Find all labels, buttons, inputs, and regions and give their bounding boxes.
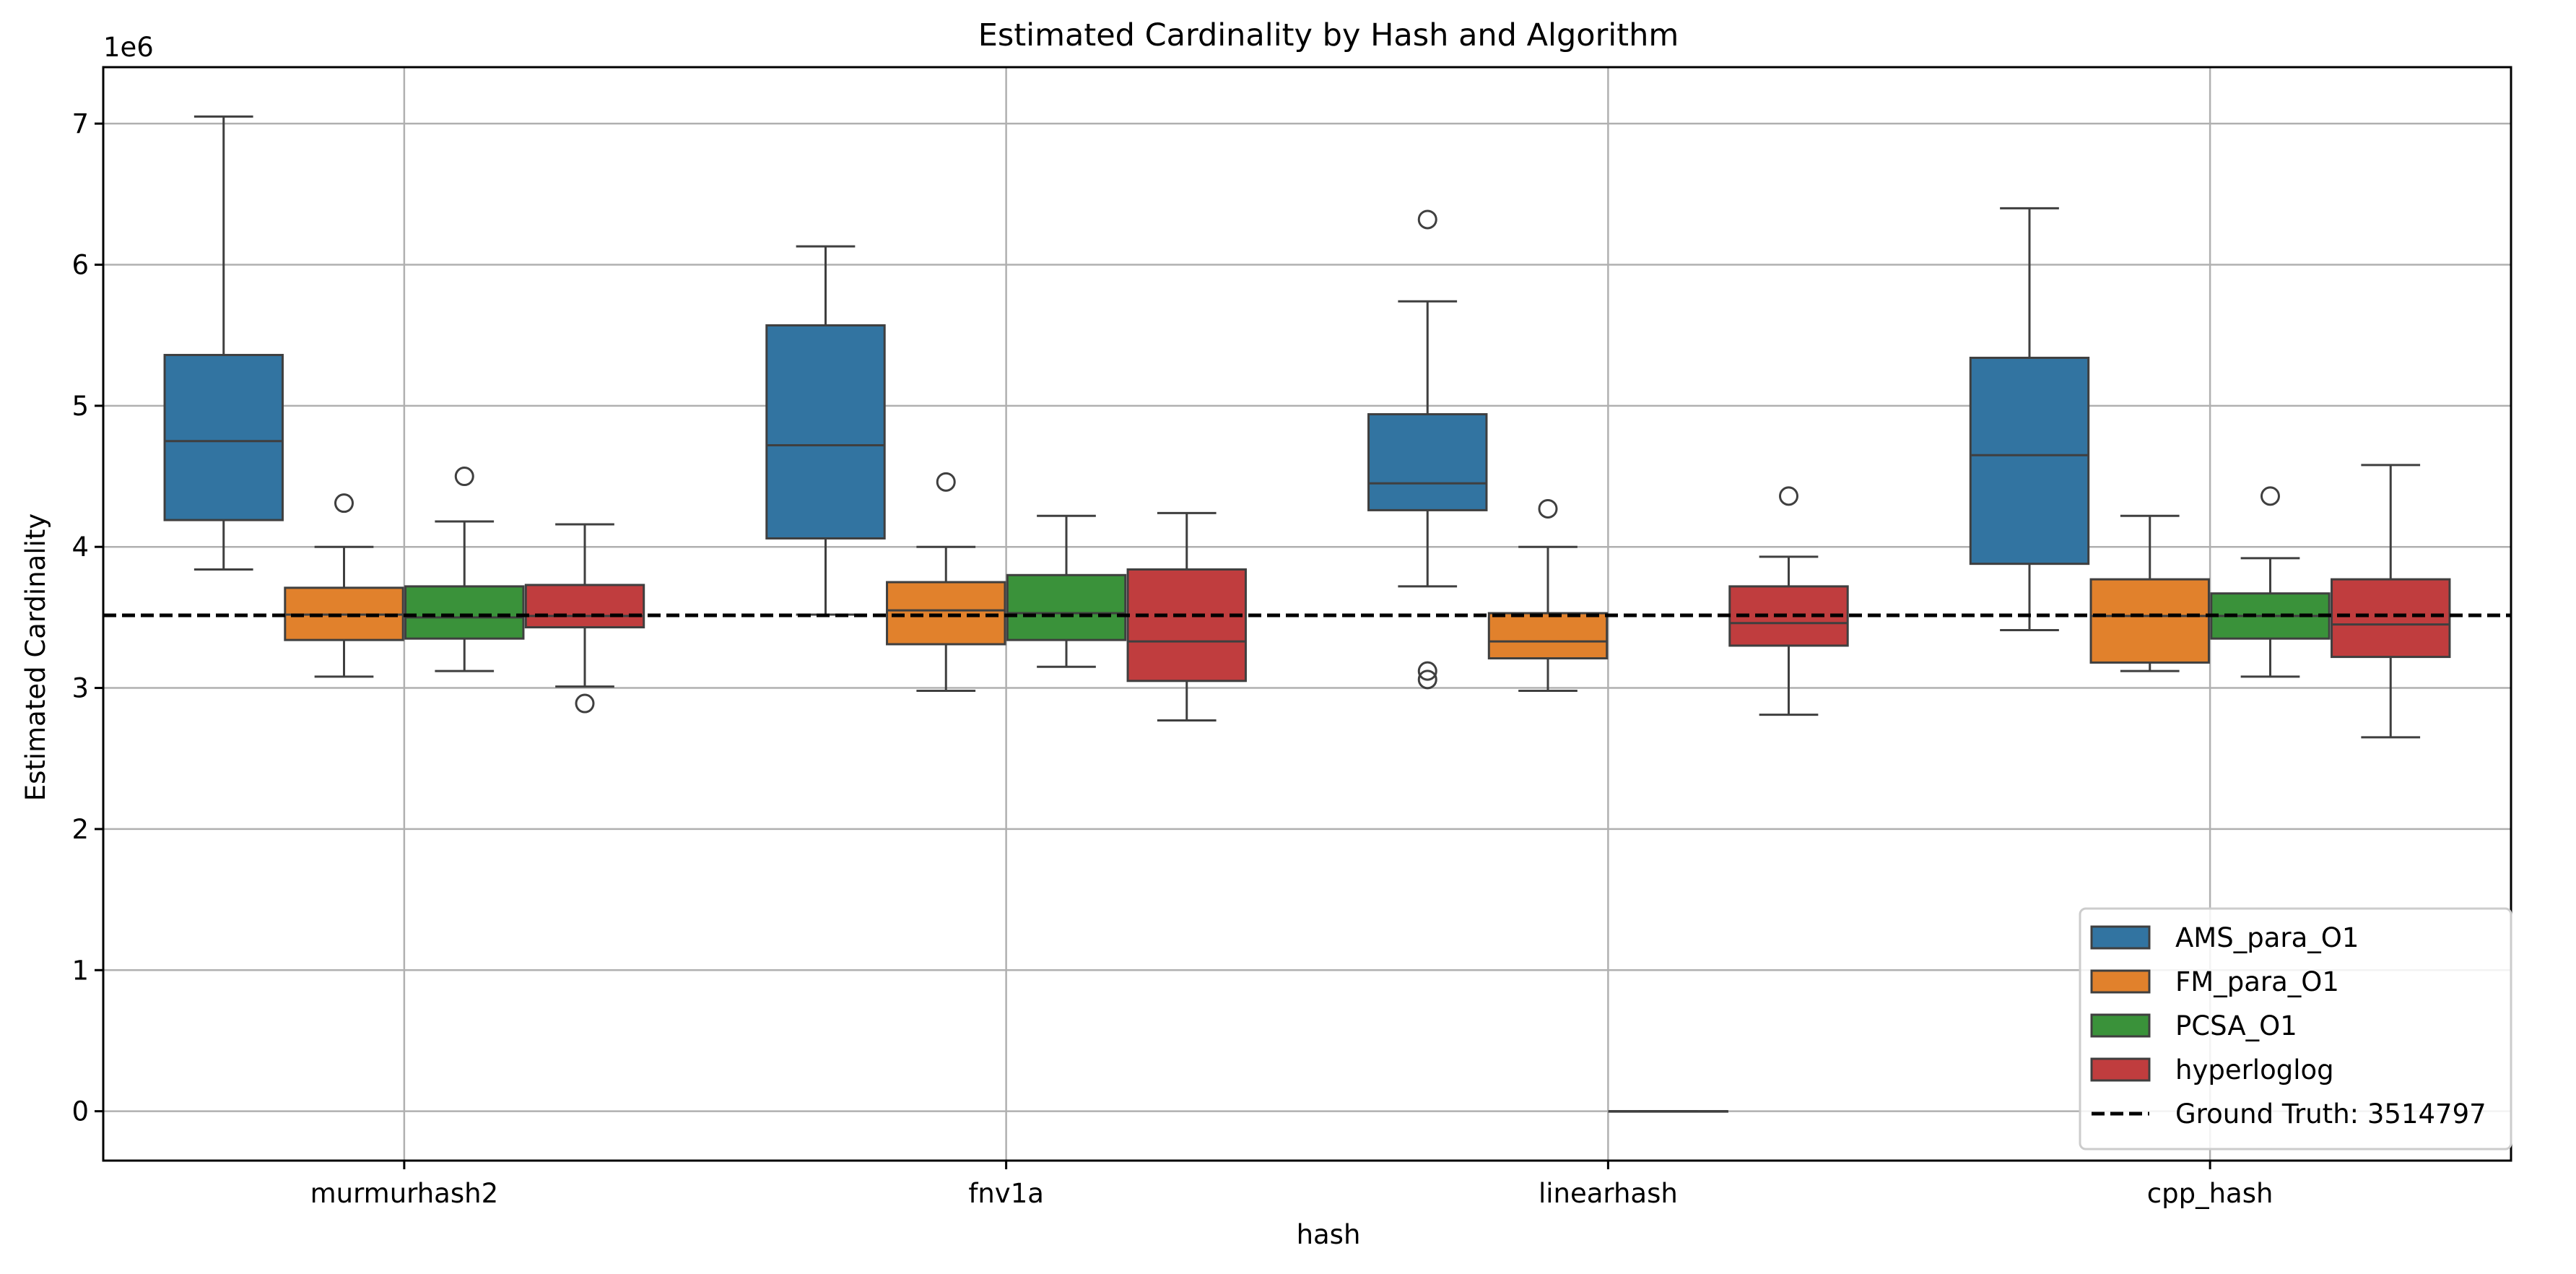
y-tick-label: 0 [71, 1096, 89, 1127]
box-iqr [1969, 356, 2090, 566]
outlier-point [1417, 670, 1437, 690]
x-tick-label: cpp_hash [2147, 1178, 2273, 1209]
legend-swatch [2090, 925, 2151, 950]
box-iqr [1728, 585, 1849, 647]
legend-swatch [2090, 1013, 2151, 1038]
box-hyperloglog-cpp_hash [2331, 464, 2451, 739]
legend-swatch [2090, 1057, 2151, 1082]
box-FM_para_O1-cpp_hash [2089, 514, 2210, 672]
box-FM_para_O1-fnv1a [886, 472, 1006, 692]
y-tick-label: 3 [71, 673, 89, 704]
outlier-point [2260, 486, 2280, 506]
box-FM_para_O1-murmurhash2 [284, 493, 404, 678]
legend-label: Ground Truth: 3514797 [2175, 1098, 2486, 1130]
outlier-point [334, 493, 354, 514]
chart-title: Estimated Cardinality by Hash and Algori… [978, 17, 1679, 53]
y-tick-label: 5 [71, 391, 89, 422]
box-iqr [765, 324, 886, 540]
y-tick-label: 1 [71, 955, 89, 986]
y-tick-label: 7 [71, 108, 89, 139]
box-iqr [2331, 578, 2451, 659]
legend-box [2079, 907, 2512, 1150]
box-PCSA_O1-fnv1a [1006, 514, 1127, 668]
legend: AMS_para_O1 FM_para_O1 PCSA_O1 hyperloglog G… [2079, 907, 2512, 1150]
box-AMS_para_O1-murmurhash2 [163, 115, 284, 571]
box-FM_para_O1-linearhash [1487, 498, 1609, 692]
legend-swatch [2090, 969, 2151, 994]
outlier-point [936, 472, 956, 492]
box-iqr [404, 585, 525, 640]
legend-label: FM_para_O1 [2175, 966, 2339, 997]
y-tick-label: 2 [71, 814, 89, 845]
box-iqr [524, 584, 645, 629]
box-AMS_para_O1-fnv1a [765, 245, 886, 616]
box-iqr [886, 581, 1006, 646]
plot-data [103, 115, 2511, 1113]
box-iqr [2089, 578, 2210, 664]
box-PCSA_O1-murmurhash2 [404, 467, 525, 672]
outlier-point [575, 693, 595, 714]
box-iqr [1367, 413, 1488, 511]
outlier-point [1417, 209, 1437, 230]
box-iqr [1006, 573, 1127, 641]
legend-label: PCSA_O1 [2175, 1010, 2297, 1041]
axes: 0 1 2 3 4 5 6 7 murmurhash2 fnv1a linearhash cpp_ha… [71, 66, 2512, 1209]
box-AMS_para_O1-cpp_hash [1969, 207, 2090, 631]
x-axis-label: hash [1297, 1219, 1361, 1250]
legend-label: AMS_para_O1 [2175, 922, 2359, 953]
x-tick-label: fnv1a [968, 1178, 1044, 1209]
outlier-point [454, 467, 474, 487]
box-iqr [163, 354, 284, 521]
box-AMS_para_O1-linearhash [1367, 209, 1488, 690]
legend-label: hyperloglog [2175, 1054, 2334, 1086]
y-tick-label: 6 [71, 249, 89, 280]
outlier-point [1417, 661, 1437, 681]
y-offset-label: 1e6 [103, 32, 154, 63]
plot-frame [102, 66, 2512, 1162]
box-hyperloglog-fnv1a [1126, 511, 1247, 722]
outlier-point [1779, 486, 1798, 506]
x-tick-label: linearhash [1539, 1178, 1678, 1209]
box-hyperloglog-murmurhash2 [524, 523, 645, 714]
box-hyperloglog-linearhash [1728, 486, 1849, 716]
box-iqr [1487, 612, 1609, 660]
box-iqr [1126, 568, 1247, 682]
x-tick-label: murmurhash2 [310, 1178, 499, 1209]
y-axis-label: Estimated Cardinality [20, 514, 51, 802]
y-tick-label: 4 [71, 532, 89, 563]
outlier-point [1538, 498, 1558, 519]
